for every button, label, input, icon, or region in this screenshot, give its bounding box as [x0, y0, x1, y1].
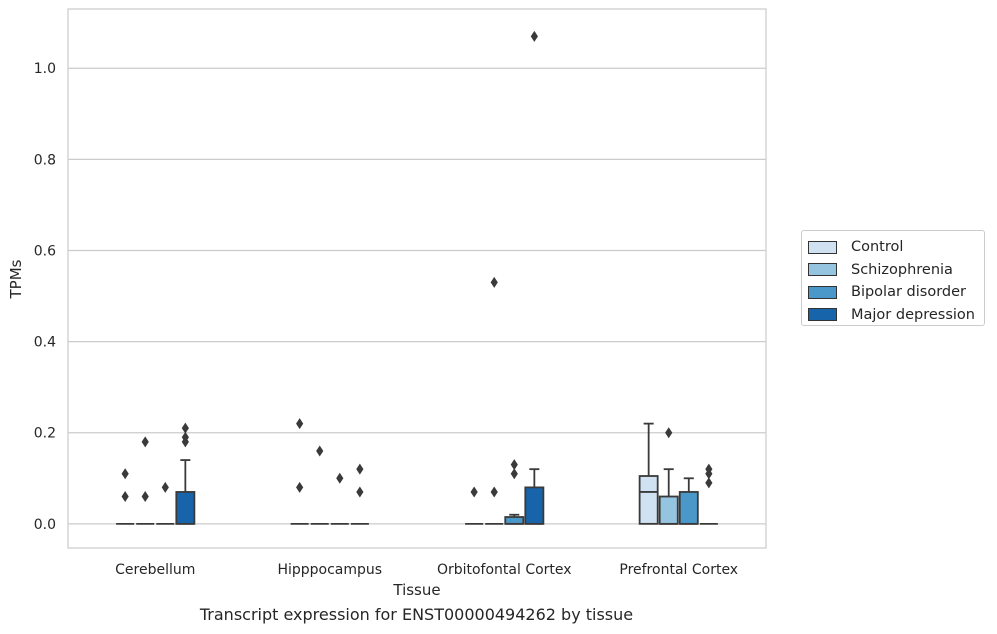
y-axis-title: TPMs [7, 259, 25, 299]
y-tick-label: 0.8 [34, 152, 56, 168]
box-bipolar-disorder [504, 459, 525, 525]
box-schizophrenia [658, 427, 679, 525]
gridlines [68, 67, 766, 525]
y-tick-label: 0.4 [34, 335, 56, 351]
legend-item-major-depression: Major depression [808, 304, 984, 327]
outlier-point [530, 30, 538, 42]
outlier-point [510, 468, 518, 480]
outlier-point [705, 477, 713, 489]
y-tick-label: 1.0 [34, 61, 56, 77]
outlier-point [181, 422, 189, 434]
x-tick-label: Hipppocampus [277, 562, 382, 578]
outlier-point [490, 486, 498, 498]
outlier-point [141, 491, 149, 503]
box-schizophrenia [310, 445, 329, 525]
legend-swatch-bipolar-disorder [808, 285, 837, 299]
outlier-point [316, 445, 324, 457]
plot-frame [67, 8, 767, 549]
box-major-depression [699, 463, 718, 525]
box-body [175, 491, 196, 525]
outlier-point [121, 491, 129, 503]
box-major-depression [175, 422, 196, 525]
box-schizophrenia [136, 436, 155, 525]
box-plots [116, 30, 718, 525]
box-body [678, 491, 699, 525]
outlier-point [665, 427, 673, 439]
box-major-depression [350, 463, 369, 525]
legend-item-control: Control [808, 236, 984, 259]
y-tick-label: 0.6 [34, 243, 56, 259]
outlier-point [336, 472, 344, 484]
outlier-point [705, 463, 713, 475]
x-tick-label: Prefrontal Cortex [619, 562, 738, 578]
outlier-point [121, 468, 129, 480]
outlier-point [470, 486, 478, 498]
outlier-point [296, 418, 304, 430]
box-schizophrenia [485, 276, 504, 525]
legend-label-schizophrenia: Schizophrenia [851, 261, 953, 278]
chart-caption: Transcript expression for ENST0000049426… [199, 605, 634, 624]
outlier-point [161, 481, 169, 493]
x-tick-label: Cerebellum [115, 562, 195, 578]
outlier-point [510, 459, 518, 471]
x-tick-label: Orbitofontal Cortex [437, 562, 572, 578]
outlier-point [356, 463, 364, 475]
y-tick-labels: 0.0 0.2 0.4 0.6 0.8 1.0 [34, 61, 56, 533]
outlier-point [141, 436, 149, 448]
box-body [504, 516, 525, 525]
legend-label-major-depression: Major depression [851, 306, 975, 323]
outlier-point [296, 481, 304, 493]
x-axis-title: Tissue [392, 581, 440, 599]
legend-item-bipolar-disorder: Bipolar disorder [808, 281, 984, 304]
box-bipolar-disorder [330, 472, 349, 525]
legend-item-schizophrenia: Schizophrenia [808, 259, 984, 282]
legend-swatch-control [808, 240, 837, 254]
legend-swatch-schizophrenia [808, 263, 837, 277]
outlier-point [356, 486, 364, 498]
outlier-point [181, 431, 189, 443]
legend-label-bipolar-disorder: Bipolar disorder [851, 284, 966, 301]
box-bipolar-disorder [678, 477, 699, 525]
y-tick-label: 0.2 [34, 426, 56, 442]
box-control [116, 468, 135, 525]
legend-swatch-major-depression [808, 308, 837, 322]
legend: Control Schizophrenia Bipolar disorder M… [801, 230, 985, 326]
box-control [638, 422, 659, 525]
box-control [465, 486, 484, 525]
box-body [638, 475, 659, 525]
legend-label-control: Control [851, 239, 904, 256]
x-tick-labels: Cerebellum Hipppocampus Orbitofontal Corte… [115, 562, 738, 578]
box-body [658, 495, 679, 525]
outlier-point [490, 276, 498, 288]
box-major-depression [524, 30, 545, 525]
box-control [290, 418, 309, 525]
y-tick-label: 0.0 [34, 517, 56, 533]
box-body [524, 486, 545, 525]
box-bipolar-disorder [156, 481, 175, 525]
